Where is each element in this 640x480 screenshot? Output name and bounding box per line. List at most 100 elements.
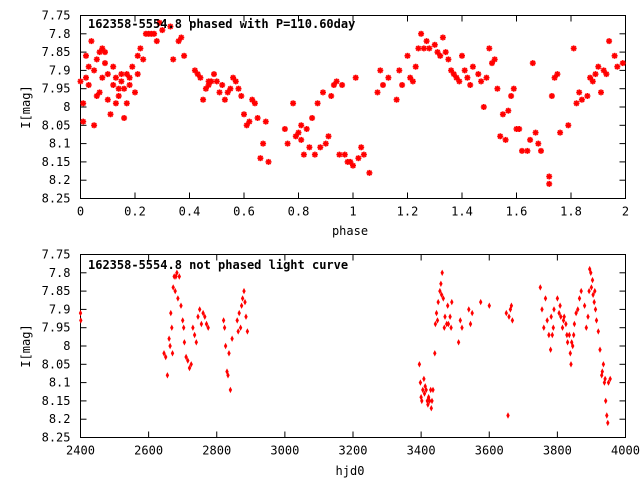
- data-point: [523, 147, 532, 155]
- data-point: [550, 331, 554, 339]
- data-point: [351, 73, 360, 82]
- data-point: [338, 81, 346, 89]
- data-point: [319, 88, 327, 97]
- data-point: [357, 143, 366, 152]
- data-point: [242, 287, 246, 295]
- data-point: [101, 48, 109, 56]
- data-point: [586, 313, 590, 320]
- data-point: [469, 62, 477, 71]
- data-point: [418, 379, 423, 386]
- data-point: [302, 125, 311, 133]
- data-point: [552, 306, 556, 313]
- data-point: [560, 324, 565, 331]
- data-point: [79, 317, 83, 324]
- data-point: [456, 339, 461, 346]
- data-point: [180, 51, 188, 60]
- chart-title: 162358-5554.8 phased with P=110.60day: [88, 17, 355, 31]
- data-point: [294, 128, 303, 137]
- y-axis-label: I[mag]: [19, 85, 33, 128]
- data-point: [232, 77, 240, 86]
- data-point: [198, 306, 202, 313]
- data-point: [548, 346, 553, 353]
- data-point: [373, 88, 382, 97]
- x-tick-label: 1: [349, 205, 356, 219]
- data-point: [422, 37, 431, 45]
- x-tick-label: 0.6: [233, 205, 255, 219]
- data-point: [131, 88, 139, 97]
- data-point: [569, 44, 578, 53]
- x-tick-label: 4000: [611, 444, 640, 458]
- data-point: [95, 88, 104, 97]
- data-point: [507, 92, 515, 100]
- data-point: [227, 350, 231, 357]
- data-point: [133, 70, 142, 78]
- data-point: [449, 324, 453, 331]
- data-point: [594, 62, 603, 71]
- data-point: [518, 147, 526, 155]
- data-point: [199, 95, 207, 104]
- y-tick-label: 7.85: [42, 284, 71, 298]
- data-point: [261, 117, 270, 126]
- data-point: [177, 33, 186, 42]
- data-point: [439, 33, 447, 42]
- data-point: [528, 59, 537, 67]
- data-point: [79, 99, 87, 108]
- data-point: [221, 95, 229, 104]
- data-point: [236, 328, 240, 335]
- y-tick-label: 8.05: [42, 357, 71, 371]
- data-point: [376, 66, 385, 75]
- data-point: [496, 132, 505, 141]
- data-point: [579, 287, 583, 295]
- data-point: [584, 324, 588, 331]
- data-point: [300, 150, 308, 159]
- data-point: [553, 70, 562, 78]
- data-point: [327, 92, 336, 100]
- data-point: [384, 73, 393, 82]
- data-point: [458, 51, 466, 60]
- y-axis-label: I[mag]: [19, 324, 33, 367]
- data-point: [112, 73, 120, 82]
- data-point: [90, 121, 98, 130]
- data-point: [169, 309, 173, 317]
- data-point: [82, 51, 90, 60]
- data-point: [564, 320, 568, 328]
- y-tick-label: 8: [63, 100, 70, 114]
- plot-frame: [80, 254, 626, 438]
- data-point: [507, 313, 511, 320]
- data-point: [78, 309, 83, 317]
- data-point: [165, 372, 170, 379]
- data-point: [443, 313, 447, 320]
- data-point: [591, 70, 600, 78]
- data-point: [238, 324, 243, 331]
- data-point: [123, 99, 131, 108]
- data-point: [504, 309, 508, 317]
- x-tick-label: 1.6: [506, 205, 528, 219]
- data-point: [572, 320, 577, 328]
- data-point: [436, 298, 440, 306]
- data-point: [222, 324, 227, 331]
- y-tick-label: 8.1: [49, 137, 71, 151]
- x-tick-label: 1.8: [560, 205, 582, 219]
- data-point: [605, 37, 613, 45]
- data-point: [349, 161, 357, 170]
- x-tick-label: 3600: [475, 444, 504, 458]
- data-point: [321, 139, 330, 148]
- y-tick-label: 7.75: [42, 9, 71, 23]
- data-point: [104, 70, 112, 78]
- data-point: [593, 306, 598, 313]
- data-point: [587, 287, 591, 295]
- data-point: [537, 147, 545, 155]
- x-tick-label: 3800: [543, 444, 572, 458]
- data-point: [446, 302, 450, 309]
- data-point: [104, 95, 112, 104]
- x-tick-label: 1.2: [397, 205, 419, 219]
- data-point: [433, 350, 437, 357]
- data-point: [458, 317, 462, 324]
- data-point: [572, 99, 581, 108]
- data-point: [297, 136, 306, 144]
- data-point: [460, 66, 469, 75]
- x-tick-label: 0.2: [124, 205, 146, 219]
- data-point: [179, 302, 183, 309]
- data-point: [420, 44, 428, 53]
